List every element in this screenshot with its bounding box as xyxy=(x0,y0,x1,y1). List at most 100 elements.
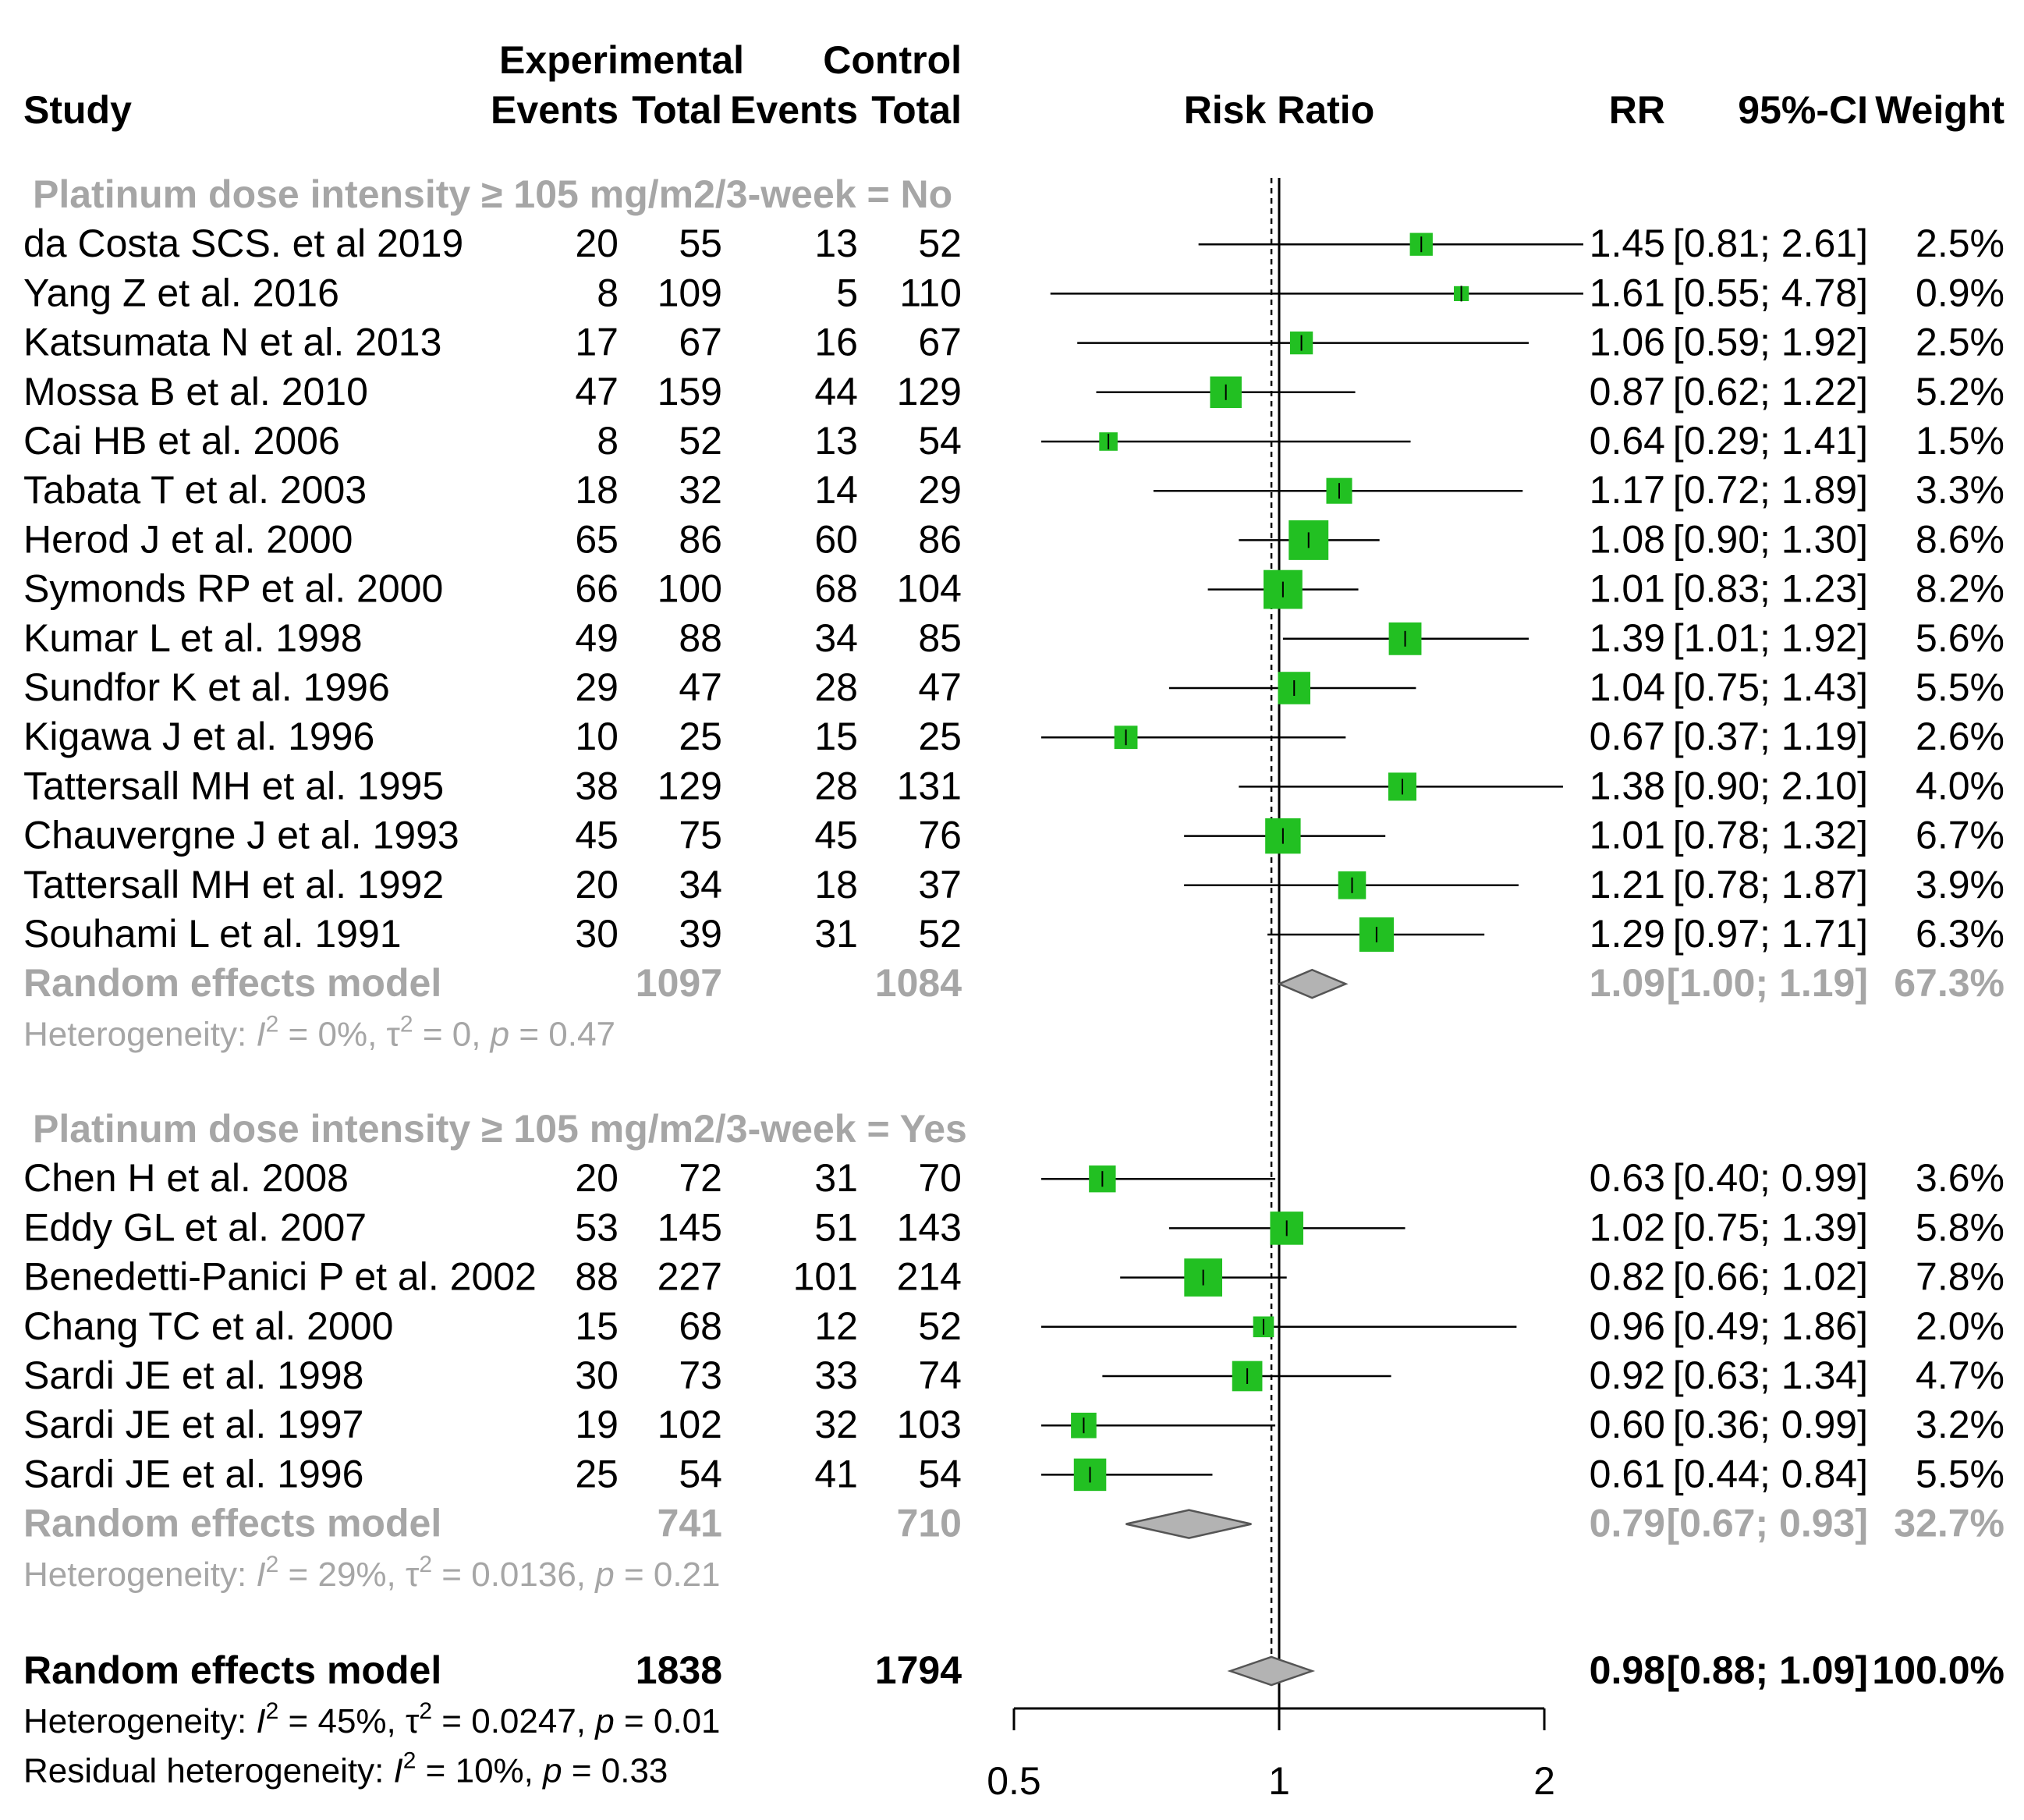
ctrl-total: 52 xyxy=(918,1304,962,1348)
exp-events: 47 xyxy=(575,370,619,413)
ci-value: [0.29; 1.41] xyxy=(1673,419,1868,463)
exp-total: 102 xyxy=(658,1403,722,1446)
exp-events: 17 xyxy=(575,321,619,364)
study-name: Cai HB et al. 2006 xyxy=(23,419,340,463)
ci-value: [0.83; 1.23] xyxy=(1673,567,1868,611)
subgroup-heterogeneity: Heterogeneity: I2 = 0%, τ2 = 0, p = 0.47 xyxy=(23,1011,615,1053)
rr-value: 1.04 xyxy=(1590,665,1665,709)
ci-value: [0.97; 1.71] xyxy=(1673,912,1868,956)
ctrl-total: 74 xyxy=(918,1353,962,1397)
study-name: da Costa SCS. et al 2019 xyxy=(23,222,463,265)
rr-value: 1.08 xyxy=(1590,517,1665,561)
ctrl-events: 5 xyxy=(836,271,858,314)
ci-value: [0.44; 0.84] xyxy=(1673,1452,1868,1495)
exp-events: 49 xyxy=(575,616,619,660)
ctrl-events: 12 xyxy=(814,1304,858,1348)
ci-value: [0.63; 1.34] xyxy=(1673,1353,1868,1397)
subgroup-rr: 1.09 xyxy=(1590,961,1665,1005)
rr-value: 0.60 xyxy=(1590,1403,1665,1446)
study-name: Kumar L et al. 1998 xyxy=(23,616,363,660)
rr-header: RR xyxy=(1609,88,1665,132)
rr-value: 0.82 xyxy=(1590,1255,1665,1299)
ctrl-events: 45 xyxy=(814,814,858,857)
overall-label: Random effects model xyxy=(23,1648,441,1692)
exp-total: 52 xyxy=(679,419,722,463)
weight-value: 5.5% xyxy=(1916,1452,2005,1495)
study-name: Sundfor K et al. 1996 xyxy=(23,665,390,709)
exp-events: 20 xyxy=(575,1156,619,1200)
weight-value: 0.9% xyxy=(1916,271,2005,314)
exp-events: 20 xyxy=(575,863,619,906)
exp-total: 39 xyxy=(679,912,722,956)
subgroup-pooled-label: Random effects model xyxy=(23,1502,441,1545)
weight-value: 4.0% xyxy=(1916,764,2005,807)
rr-value: 1.39 xyxy=(1590,616,1665,660)
weight-value: 3.9% xyxy=(1916,863,2005,906)
ctrl-total: 86 xyxy=(918,517,962,561)
exp-events: 66 xyxy=(575,567,619,611)
ctrl-total: 70 xyxy=(918,1156,962,1200)
rr-value: 1.38 xyxy=(1590,764,1665,807)
ctrl-total: 131 xyxy=(897,764,962,807)
ctrl-events: 60 xyxy=(814,517,858,561)
rr-value: 1.21 xyxy=(1590,863,1665,906)
ctrl-events: 34 xyxy=(814,616,858,660)
ctrl-events: 28 xyxy=(814,764,858,807)
study-name: Tabata T et al. 2003 xyxy=(23,468,367,512)
weight-value: 6.7% xyxy=(1916,814,2005,857)
ci-value: [0.37; 1.19] xyxy=(1673,715,1868,758)
exp-events: 20 xyxy=(575,222,619,265)
ci-value: [0.75; 1.39] xyxy=(1673,1205,1868,1249)
exp-total: 145 xyxy=(658,1205,722,1249)
weight-value: 5.2% xyxy=(1916,370,2005,413)
exp-total: 34 xyxy=(679,863,722,906)
overall-rr: 0.98 xyxy=(1590,1648,1665,1692)
weight-value: 8.6% xyxy=(1916,517,2005,561)
ctrl-total: 54 xyxy=(918,1452,962,1495)
subgroup-ci: [1.00; 1.19] xyxy=(1667,961,1868,1005)
ci-value: [1.01; 1.92] xyxy=(1673,616,1868,660)
rr-value: 1.29 xyxy=(1590,912,1665,956)
ctrl-events: 18 xyxy=(814,863,858,906)
study-name: Herod J et al. 2000 xyxy=(23,517,353,561)
exp-total: 47 xyxy=(679,665,722,709)
exp-events: 19 xyxy=(575,1403,619,1446)
ci-value: [0.36; 0.99] xyxy=(1673,1403,1868,1446)
ctrl-total: 143 xyxy=(897,1205,962,1249)
rr-value: 0.61 xyxy=(1590,1452,1665,1495)
ctrl-events: 41 xyxy=(814,1452,858,1495)
study-name: Katsumata N et al. 2013 xyxy=(23,321,441,364)
exp-total: 227 xyxy=(658,1255,722,1299)
ctrl-total: 104 xyxy=(897,567,962,611)
weight-value: 6.3% xyxy=(1916,912,2005,956)
exp-events: 15 xyxy=(575,1304,619,1348)
weight-value: 2.5% xyxy=(1916,222,2005,265)
exp-total: 109 xyxy=(658,271,722,314)
ctrl-total: 52 xyxy=(918,912,962,956)
ctrl-events: 31 xyxy=(814,1156,858,1200)
overall-ctrl-total: 1794 xyxy=(875,1648,962,1692)
exp-events: 53 xyxy=(575,1205,619,1249)
exp-total: 55 xyxy=(679,222,722,265)
ctrl-total: 54 xyxy=(918,419,962,463)
exp-events: 18 xyxy=(575,468,619,512)
rr-value: 1.61 xyxy=(1590,271,1665,314)
exp-events: 45 xyxy=(575,814,619,857)
exp-events: 30 xyxy=(575,912,619,956)
plot-area: 0.5 1 2 xyxy=(987,178,1583,1803)
ctrl-total: 47 xyxy=(918,665,962,709)
ctrl-total: 25 xyxy=(918,715,962,758)
overall-diamond xyxy=(1227,1655,1316,1687)
rr-value: 0.87 xyxy=(1590,370,1665,413)
exp-total: 100 xyxy=(658,567,722,611)
exp-events: 8 xyxy=(597,419,619,463)
exp-total: 86 xyxy=(679,517,722,561)
study-name: Chauvergne J et al. 1993 xyxy=(23,814,459,857)
ctrl-events: 101 xyxy=(793,1255,858,1299)
subgroup-label: Platinum dose intensity ≥ 105 mg/m2/3-we… xyxy=(33,1107,967,1151)
ctrl-events: 68 xyxy=(814,567,858,611)
subgroup-ci: [0.67; 0.93] xyxy=(1667,1502,1868,1545)
rr-value: 0.92 xyxy=(1590,1353,1665,1397)
study-name: Sardi JE et al. 1997 xyxy=(23,1403,363,1446)
